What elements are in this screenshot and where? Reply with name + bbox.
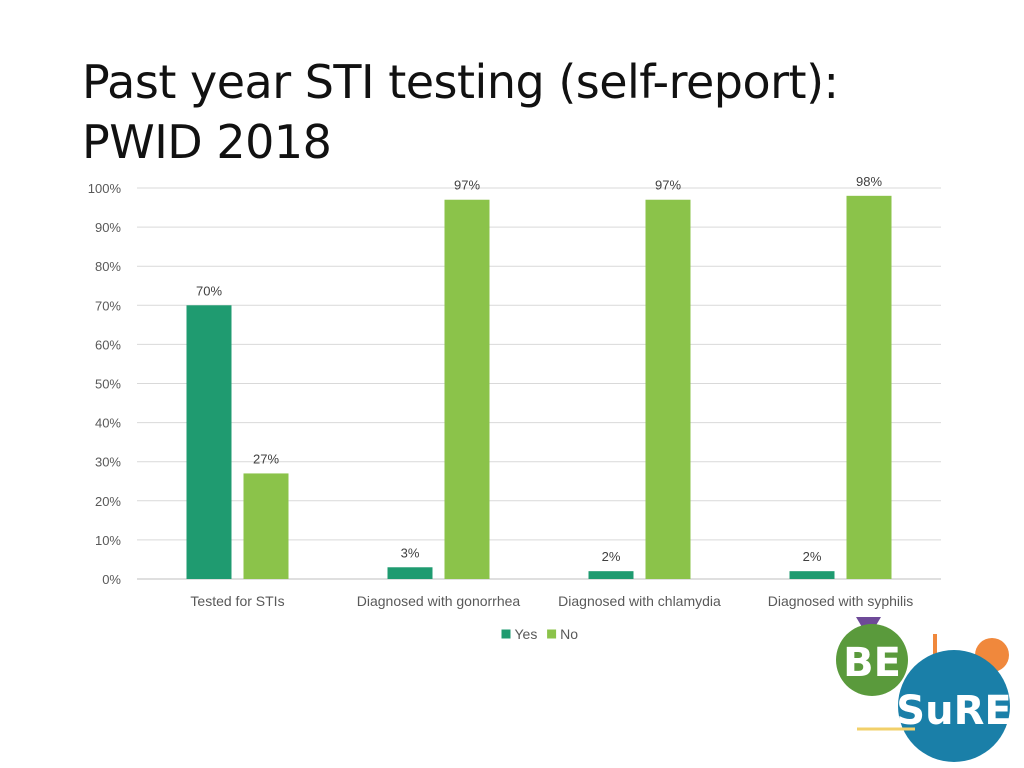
bar-yes — [789, 571, 835, 579]
bar-yes — [588, 571, 634, 579]
chart-gridlines — [137, 187, 941, 580]
logo-sure-text: SuRE — [896, 688, 1011, 734]
category-label: Diagnosed with syphilis — [768, 593, 914, 609]
y-tick-label: 0% — [102, 572, 121, 587]
data-label: 97% — [454, 178, 480, 193]
logo-be-text: BE — [843, 640, 901, 686]
y-tick-label: 10% — [95, 533, 121, 548]
data-label: 3% — [401, 545, 420, 560]
y-tick-label: 40% — [95, 416, 121, 431]
y-tick-label: 90% — [95, 220, 121, 235]
bar-yes — [387, 567, 433, 579]
y-tick-label: 60% — [95, 337, 121, 352]
slide-title: Past year STI testing (self-report): PWI… — [82, 52, 839, 172]
data-label: 70% — [196, 283, 222, 298]
slide-title-line-2: PWID 2018 — [82, 115, 332, 169]
logo-green-circle — [836, 624, 908, 696]
y-tick-label: 100% — [88, 181, 122, 196]
category-label: Diagnosed with gonorrhea — [357, 593, 521, 609]
y-axis-tick-labels: 0% 10% 20% 30% 40% 50% 60% 70% 80% 90% 100% — [88, 181, 122, 587]
bar-no — [846, 195, 892, 579]
legend-label-yes: Yes — [515, 626, 538, 642]
bar-no — [444, 199, 490, 580]
besure-logo: BE SuRE — [836, 617, 1012, 762]
y-tick-label: 70% — [95, 298, 121, 313]
category-label: Tested for STIs — [190, 593, 284, 609]
legend-label-no: No — [560, 626, 578, 642]
bar-no — [645, 199, 691, 580]
chart-bars — [186, 195, 892, 580]
data-label: 98% — [856, 174, 882, 189]
bar-yes — [186, 305, 232, 579]
data-label: 27% — [253, 451, 279, 466]
data-label: 2% — [602, 549, 621, 564]
slide-title-line-1: Past year STI testing (self-report): — [82, 55, 839, 109]
chart-legend: Yes No — [501, 626, 578, 642]
y-tick-label: 80% — [95, 259, 121, 274]
bar-no — [243, 473, 289, 579]
x-axis-category-labels: Tested for STIs Diagnosed with gonorrhea D… — [190, 593, 913, 609]
data-label: 2% — [803, 549, 822, 564]
logo-blue-circle — [898, 650, 1010, 762]
legend-swatch-yes — [501, 629, 511, 639]
y-tick-label: 20% — [95, 494, 121, 509]
data-label: 97% — [655, 178, 681, 193]
y-tick-label: 30% — [95, 455, 121, 470]
y-tick-label: 50% — [95, 377, 121, 392]
category-label: Diagnosed with chlamydia — [558, 593, 721, 609]
bar-chart: 0% 10% 20% 30% 40% 50% 60% 70% 80% 90% 100% 70% 27%… — [88, 174, 941, 642]
chart-data-labels: 70% 27% 3% 97% 2% 97% 2% 98% — [196, 174, 882, 564]
legend-swatch-no — [547, 629, 557, 639]
